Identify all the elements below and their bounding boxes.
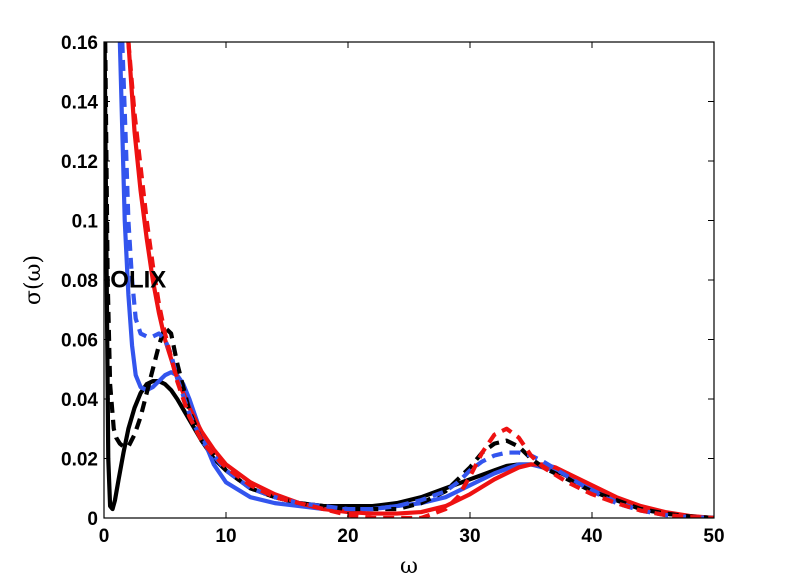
series-layer	[104, 42, 714, 518]
series-line-3355ee-dashed	[120, 42, 714, 518]
x-tick-label: 40	[581, 526, 602, 547]
x-tick-label: 10	[215, 526, 236, 547]
y-tick-label: 0.04	[61, 390, 98, 411]
legend-marker-annotation: OLIX	[110, 266, 166, 293]
y-tick-label: 0.1	[72, 212, 99, 233]
x-tick-label: 50	[703, 526, 724, 547]
y-tick-label: 0	[87, 509, 98, 530]
y-tick-label: 0.14	[61, 93, 98, 114]
y-tick-label: 0.16	[61, 33, 98, 54]
x-tick-label: 0	[99, 526, 110, 547]
y-tick-label: 0.06	[61, 331, 98, 352]
tick-layer	[103, 41, 715, 519]
y-tick-label: 0.08	[61, 271, 98, 292]
x-tick-label: 30	[459, 526, 480, 547]
series-line-ee1111-solid	[126, 42, 714, 518]
plot-area	[104, 42, 714, 518]
y-tick-label: 0.02	[61, 450, 98, 471]
x-tick-label: 20	[337, 526, 358, 547]
series-line-ee1111-dashed	[126, 42, 714, 518]
y-axis-title: σ(ω)	[21, 255, 46, 305]
y-tick-label: 0.12	[61, 152, 98, 173]
tick-label-layer: 0 10 20 30 40 50 0 0.02 0.04 0.06 0.08 0.1 0.12 0.14 0…	[61, 33, 725, 547]
x-axis-title: ω	[400, 554, 418, 579]
